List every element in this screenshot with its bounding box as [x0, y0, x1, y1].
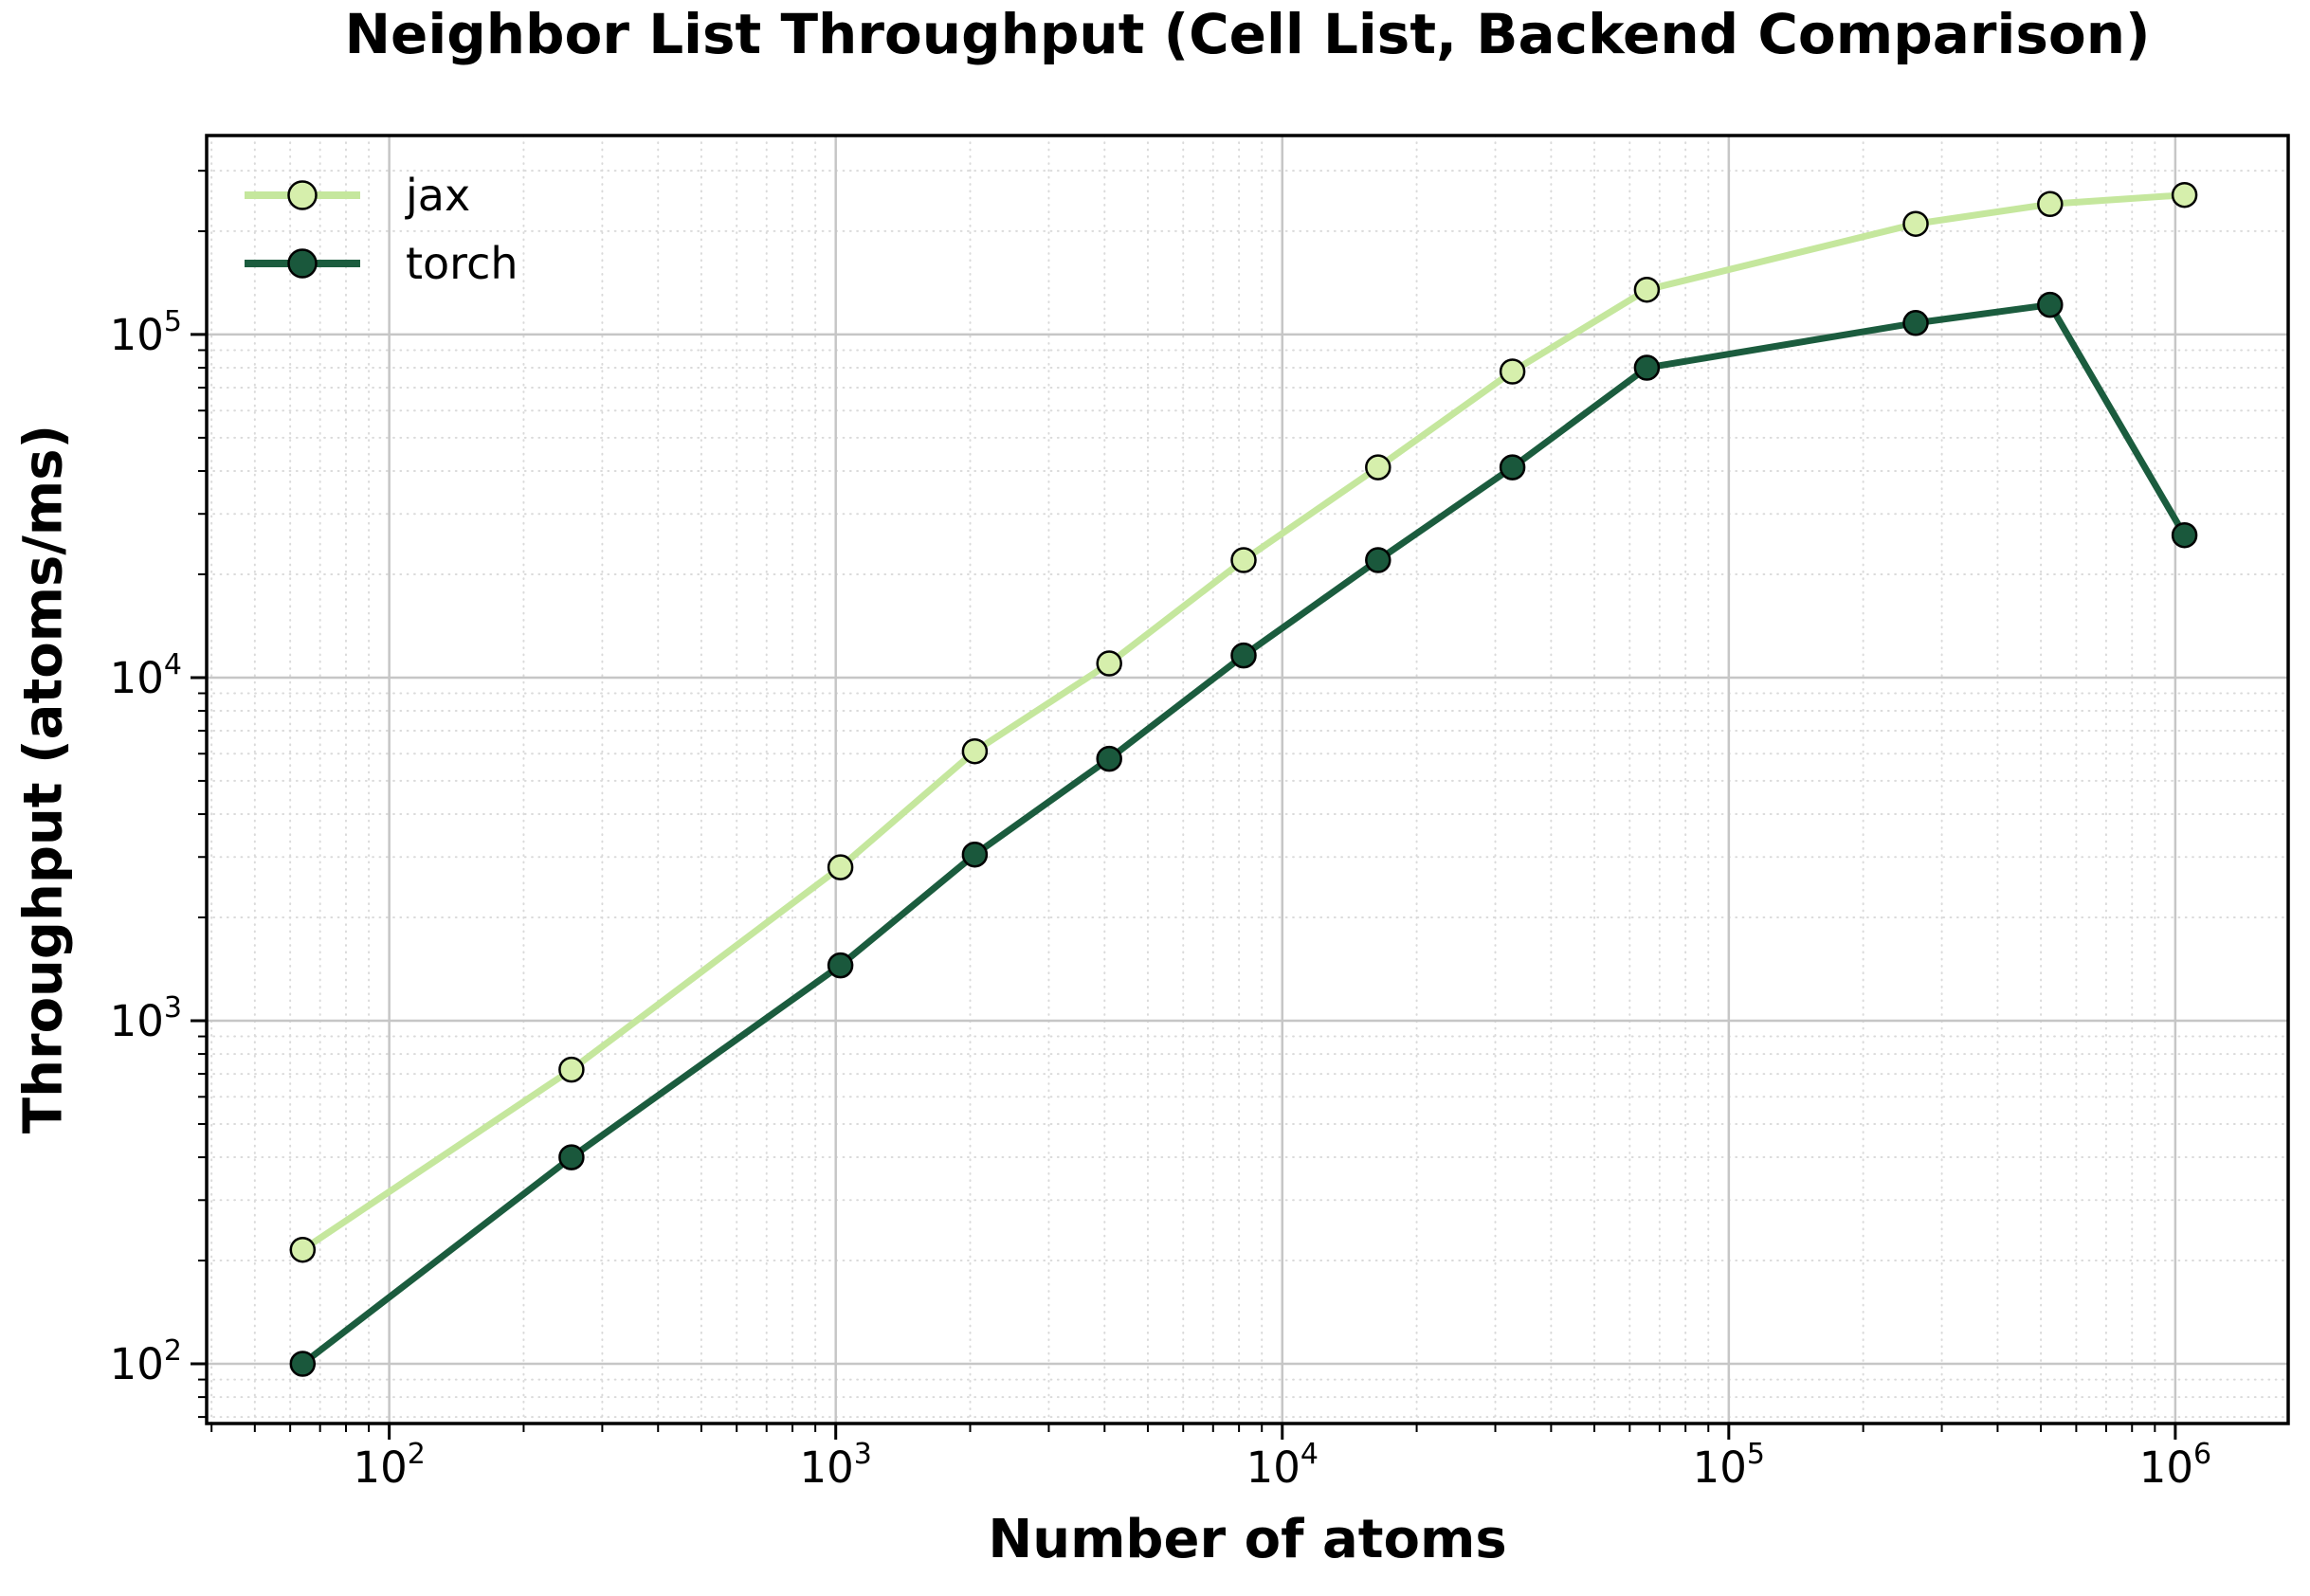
y-tick-label: 104: [110, 648, 182, 703]
torch-marker: [2171, 521, 2198, 549]
y-tick-label: 105: [110, 305, 182, 360]
jax-line: [299, 191, 2189, 1254]
torch-marker: [1230, 642, 1257, 669]
jax-marker: [1902, 210, 1929, 237]
axes-spines: [205, 134, 2290, 1425]
torch-line: [299, 301, 2189, 1368]
x-tick-label: 103: [800, 1438, 872, 1493]
torch-marker: [558, 1144, 585, 1170]
legend-item-jax: jax: [239, 170, 518, 221]
x-axis-label: Number of atoms: [988, 1509, 1507, 1570]
torch-marker: [1499, 454, 1526, 481]
torch-marker: [961, 841, 989, 868]
jax-marker: [1499, 358, 1526, 385]
y-tick-label: 102: [110, 1334, 182, 1389]
legend-item-torch: torch: [239, 238, 518, 289]
jax-marker: [1365, 454, 1391, 481]
legend-swatch-jax: [245, 180, 360, 210]
torch-marker: [1633, 354, 1661, 381]
plot-background: [207, 136, 2288, 1424]
legend-marker-0: [287, 180, 318, 210]
torch-marker: [289, 1351, 317, 1377]
y-tick-label: 103: [110, 991, 182, 1046]
jax-marker: [1096, 650, 1122, 677]
jax-marker: [289, 1236, 317, 1263]
y-axis-label: Throughput (atoms/ms): [12, 424, 75, 1134]
jax-marker: [2037, 190, 2064, 218]
jax-marker: [2171, 181, 2198, 209]
legend: jax torch: [239, 170, 518, 289]
torch-marker: [1096, 745, 1122, 772]
torch-marker: [2037, 291, 2064, 318]
x-tick-label: 106: [2139, 1438, 2211, 1493]
torch-marker: [1365, 547, 1391, 573]
torch-marker: [827, 952, 854, 979]
chart-title: Neighbor List Throughput (Cell List, Bac…: [344, 2, 2151, 66]
legend-swatch-torch: [245, 248, 360, 279]
x-tick-label: 105: [1693, 1438, 1765, 1493]
jax-marker: [961, 737, 989, 765]
legend-marker-1: [287, 248, 318, 279]
legend-label-torch: torch: [406, 238, 518, 289]
x-tick-label: 102: [353, 1438, 425, 1493]
jax-marker: [1633, 276, 1661, 303]
x-tick-label: 104: [1246, 1438, 1319, 1493]
jax-marker: [558, 1056, 585, 1083]
legend-label-jax: jax: [406, 170, 471, 221]
jax-marker: [827, 854, 854, 880]
jax-marker: [1230, 547, 1257, 573]
torch-marker: [1902, 310, 1929, 336]
